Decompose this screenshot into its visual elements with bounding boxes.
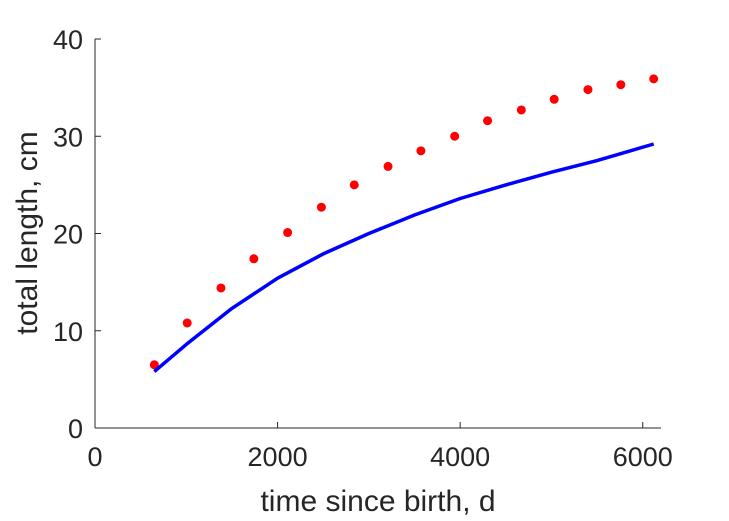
data-point [416,146,426,156]
x-tick-label: 4000 [430,442,490,472]
plot-area [149,74,659,373]
x-tick-label: 0 [87,442,102,472]
data-point [249,254,259,264]
data-point [149,360,159,370]
x-tick-label: 6000 [613,442,673,472]
ticks: 0 2000 4000 6000 0 10 20 30 40 [53,25,673,472]
data-point [583,85,593,95]
y-tick-label: 40 [53,25,83,55]
data-point [182,318,192,328]
fit-curve-line [153,142,655,373]
x-tick-label: 2000 [248,442,308,472]
y-axis-title: total length, cm [11,131,44,334]
data-point [349,180,359,190]
data-point [649,74,659,84]
data-point [549,94,559,104]
axes [94,39,661,429]
data-point [383,161,393,171]
y-tick-label: 30 [53,122,83,152]
data-point [483,116,493,126]
data-point [516,105,526,115]
data-point [616,80,626,90]
data-point [283,228,293,238]
y-tick-label: 10 [53,317,83,347]
y-tick-label: 20 [53,220,83,250]
data-point [316,202,326,212]
x-axis-title: time since birth, d [260,485,495,518]
data-point [216,283,226,293]
data-point [450,131,460,141]
y-tick-label: 0 [68,414,83,444]
